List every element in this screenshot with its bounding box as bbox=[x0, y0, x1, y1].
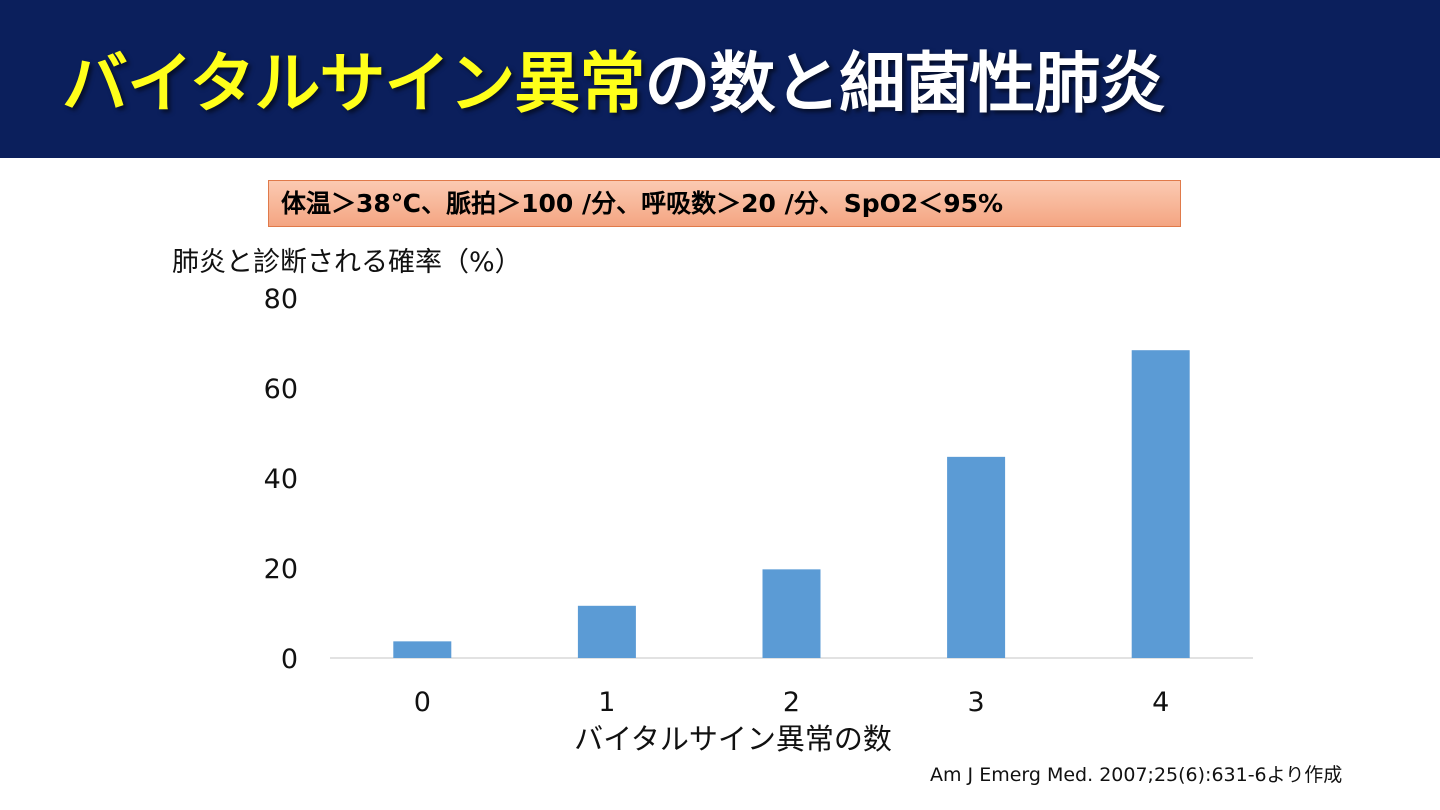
y-tick-label: 40 bbox=[264, 464, 298, 495]
criteria-box: 体温＞38℃、脈拍＞100 /分、呼吸数＞20 /分、SpO2＜95% bbox=[268, 180, 1181, 227]
slide-title-highlight: バイタルサイン異常 bbox=[62, 45, 645, 122]
x-tick-label: 1 bbox=[598, 687, 615, 718]
citation: Am J Emerg Med. 2007;25(6):631-6より作成 bbox=[930, 764, 1343, 786]
bars bbox=[393, 350, 1190, 658]
slide-title-rest: の数と細菌性肺炎 bbox=[644, 45, 1165, 122]
bar-2 bbox=[762, 569, 821, 658]
x-tick-label: 0 bbox=[414, 687, 431, 718]
y-tick-label: 60 bbox=[264, 374, 298, 405]
y-tick-label: 20 bbox=[264, 554, 298, 585]
x-tick-label: 3 bbox=[968, 687, 985, 718]
bar-0 bbox=[393, 641, 452, 658]
y-axis-title: 肺炎と診断される確率（%） bbox=[172, 247, 522, 278]
title-bar: バイタルサイン異常の数と細菌性肺炎 bbox=[0, 0, 1440, 158]
bar-3 bbox=[947, 456, 1006, 658]
x-axis-title: バイタルサイン異常の数 bbox=[574, 722, 892, 756]
x-tick-label: 4 bbox=[1152, 687, 1169, 718]
x-tick-label: 2 bbox=[783, 687, 800, 718]
bar-1 bbox=[577, 605, 636, 658]
criteria-text: 体温＞38℃、脈拍＞100 /分、呼吸数＞20 /分、SpO2＜95% bbox=[281, 189, 1004, 218]
y-tick-label: 80 bbox=[264, 284, 298, 315]
y-axis-ticks: 0 20 40 60 80 bbox=[264, 284, 298, 675]
y-tick-label: 0 bbox=[281, 644, 298, 675]
bar-4 bbox=[1131, 350, 1190, 658]
slide-title: バイタルサイン異常の数と細菌性肺炎 bbox=[62, 40, 1165, 128]
x-axis-ticks: 0 1 2 3 4 bbox=[414, 687, 1170, 718]
